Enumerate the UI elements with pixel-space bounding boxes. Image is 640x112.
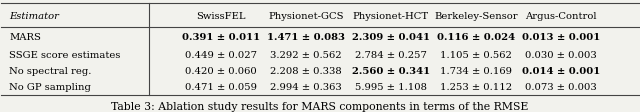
Text: 2.309 ± 0.041: 2.309 ± 0.041 — [352, 33, 429, 42]
Text: 2.560 ± 0.341: 2.560 ± 0.341 — [351, 66, 430, 75]
Text: Argus-Control: Argus-Control — [525, 12, 596, 20]
Text: 2.994 ± 0.363: 2.994 ± 0.363 — [270, 82, 342, 91]
Text: 1.105 ± 0.562: 1.105 ± 0.562 — [440, 50, 512, 59]
Text: 0.449 ± 0.027: 0.449 ± 0.027 — [185, 50, 257, 59]
Text: 1.471 ± 0.083: 1.471 ± 0.083 — [267, 33, 345, 42]
Text: 0.420 ± 0.060: 0.420 ± 0.060 — [186, 66, 257, 75]
Text: 0.116 ± 0.024: 0.116 ± 0.024 — [437, 33, 515, 42]
Text: SSGE score estimates: SSGE score estimates — [9, 50, 120, 59]
Text: 3.292 ± 0.562: 3.292 ± 0.562 — [270, 50, 342, 59]
Text: 0.073 ± 0.003: 0.073 ± 0.003 — [525, 82, 596, 91]
Text: 0.391 ± 0.011: 0.391 ± 0.011 — [182, 33, 260, 42]
Text: 2.208 ± 0.338: 2.208 ± 0.338 — [270, 66, 342, 75]
Text: 0.471 ± 0.059: 0.471 ± 0.059 — [185, 82, 257, 91]
Text: 0.030 ± 0.003: 0.030 ± 0.003 — [525, 50, 596, 59]
Text: 0.014 ± 0.001: 0.014 ± 0.001 — [522, 66, 600, 75]
Text: 0.013 ± 0.001: 0.013 ± 0.001 — [522, 33, 600, 42]
Text: 2.784 ± 0.257: 2.784 ± 0.257 — [355, 50, 427, 59]
Text: 5.995 ± 1.108: 5.995 ± 1.108 — [355, 82, 427, 91]
Text: 1.253 ± 0.112: 1.253 ± 0.112 — [440, 82, 512, 91]
Text: No GP sampling: No GP sampling — [9, 82, 91, 91]
Text: MARS: MARS — [9, 33, 41, 42]
Text: Berkeley-Sensor: Berkeley-Sensor — [435, 12, 518, 20]
Text: SwissFEL: SwissFEL — [196, 12, 246, 20]
Text: Physionet-GCS: Physionet-GCS — [268, 12, 344, 20]
Text: Table 3: Ablation study results for MARS components in terms of the RMSE: Table 3: Ablation study results for MARS… — [111, 101, 529, 111]
Text: 1.734 ± 0.169: 1.734 ± 0.169 — [440, 66, 512, 75]
Text: Physionet-HCT: Physionet-HCT — [353, 12, 429, 20]
Text: No spectral reg.: No spectral reg. — [9, 66, 92, 75]
Text: Estimator: Estimator — [9, 12, 59, 20]
